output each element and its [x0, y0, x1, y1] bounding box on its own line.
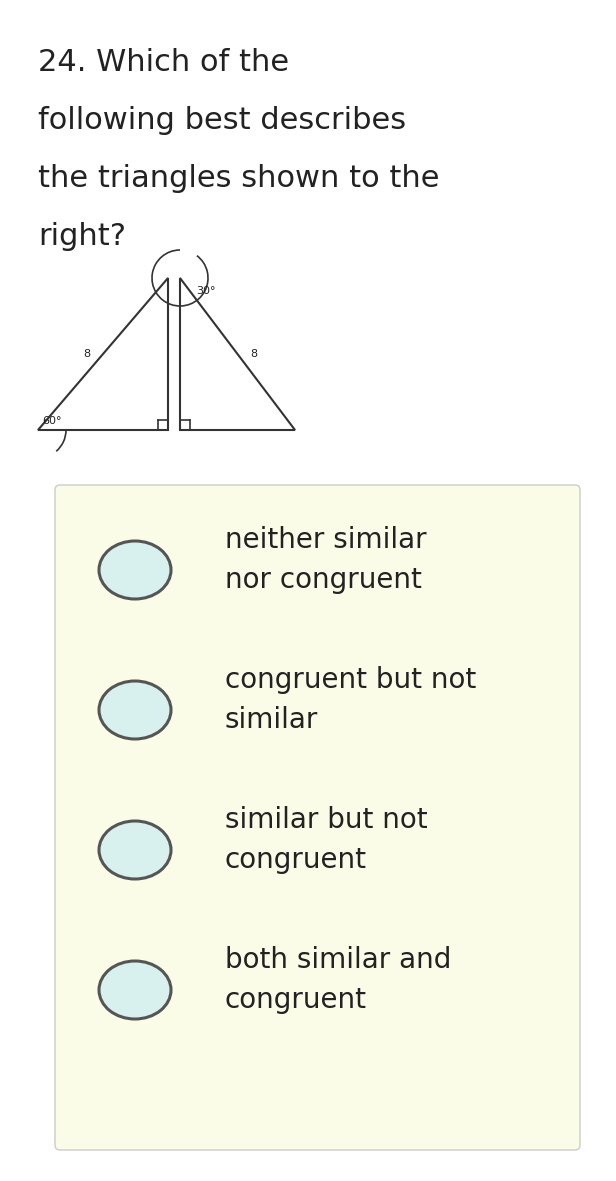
- Text: following best describes: following best describes: [38, 106, 406, 135]
- Text: congruent but not
similar: congruent but not similar: [225, 666, 476, 733]
- Ellipse shape: [99, 681, 171, 739]
- Ellipse shape: [99, 821, 171, 879]
- Text: 24. Which of the: 24. Which of the: [38, 48, 289, 77]
- Text: right?: right?: [38, 222, 126, 252]
- Text: both similar and
congruent: both similar and congruent: [225, 946, 452, 1013]
- FancyBboxPatch shape: [55, 485, 580, 1150]
- Text: neither similar
nor congruent: neither similar nor congruent: [225, 527, 427, 594]
- Text: 30°: 30°: [196, 286, 216, 296]
- Text: similar but not
congruent: similar but not congruent: [225, 807, 428, 874]
- Text: 8: 8: [83, 350, 91, 359]
- Ellipse shape: [99, 961, 171, 1019]
- Text: 60°: 60°: [42, 416, 62, 426]
- Text: the triangles shown to the: the triangles shown to the: [38, 164, 439, 193]
- Ellipse shape: [99, 541, 171, 599]
- Text: 8: 8: [250, 350, 257, 359]
